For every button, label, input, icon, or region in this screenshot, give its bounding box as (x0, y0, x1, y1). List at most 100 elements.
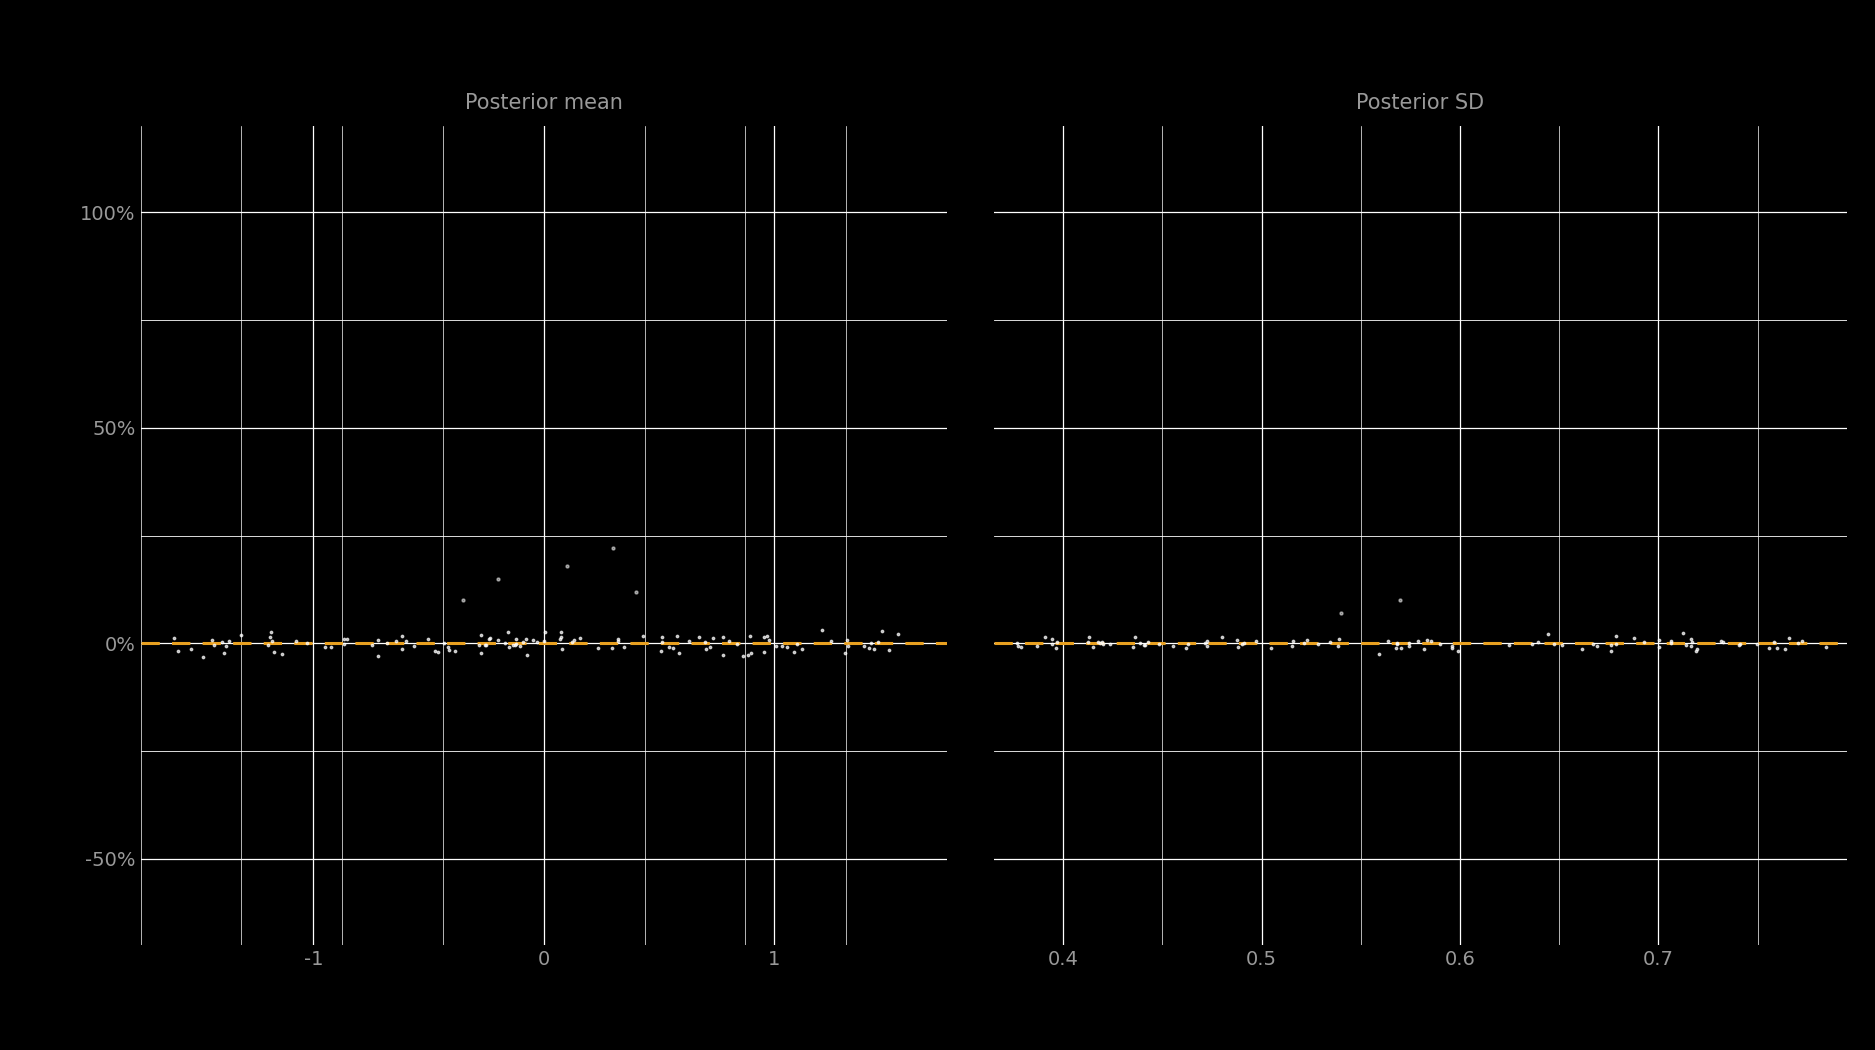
Point (1256, 639, 1286, 656)
Point (292, 635, 322, 652)
Point (832, 632, 862, 649)
Point (214, 632, 244, 649)
Point (1324, 637, 1354, 654)
Point (412, 631, 442, 648)
Point (1365, 646, 1395, 663)
Point (1669, 625, 1699, 642)
Point (1208, 629, 1238, 646)
Point (788, 640, 818, 657)
Point (609, 638, 639, 655)
Point (1228, 635, 1258, 652)
Point (1078, 638, 1108, 655)
Point (546, 630, 576, 647)
Point (197, 632, 227, 649)
Point (1547, 637, 1577, 654)
Point (255, 629, 285, 646)
Point (551, 558, 581, 574)
Point (748, 629, 778, 646)
Point (645, 643, 675, 659)
Point (371, 634, 401, 651)
Point (1596, 636, 1626, 653)
Point (1708, 634, 1738, 651)
Point (1372, 633, 1402, 650)
Point (435, 642, 465, 658)
Point (1811, 639, 1841, 656)
Point (362, 632, 392, 649)
Point (1119, 629, 1149, 646)
Point (1774, 629, 1804, 646)
Point (257, 632, 287, 649)
Point (1395, 637, 1425, 654)
Point (1759, 633, 1789, 650)
Point (1596, 643, 1626, 659)
Point (604, 633, 634, 650)
Point (1277, 632, 1307, 649)
Point (328, 631, 358, 648)
Point (690, 634, 720, 651)
Point (1326, 605, 1356, 622)
Point (1222, 638, 1252, 655)
Point (1084, 634, 1114, 651)
Point (433, 638, 463, 655)
Point (1534, 626, 1564, 643)
Point (1494, 637, 1524, 654)
Point (1003, 637, 1033, 654)
Point (772, 638, 802, 655)
Point (1172, 639, 1202, 656)
Point (604, 631, 634, 648)
Point (518, 631, 547, 648)
Point (429, 634, 459, 651)
Point (767, 637, 797, 654)
Point (1125, 634, 1155, 651)
Point (188, 648, 218, 665)
Point (780, 644, 810, 660)
Point (1787, 632, 1817, 649)
Point (874, 642, 904, 658)
Point (309, 638, 339, 655)
Point (1132, 633, 1162, 650)
Point (1742, 635, 1772, 652)
Point (504, 637, 534, 654)
Point (761, 637, 791, 654)
Point (1222, 632, 1252, 649)
Point (692, 640, 722, 657)
Point (1380, 640, 1410, 657)
Point (559, 632, 589, 649)
Point (1192, 637, 1222, 654)
Point (709, 629, 739, 646)
Point (493, 624, 523, 640)
Point (253, 636, 283, 653)
Point (1682, 640, 1712, 657)
Point (356, 636, 386, 653)
Point (1770, 640, 1800, 657)
Point (1303, 635, 1333, 652)
Point (1438, 639, 1468, 656)
Point (1174, 635, 1204, 652)
Point (883, 626, 913, 643)
Point (499, 636, 529, 653)
Point (1568, 640, 1598, 657)
Point (1601, 635, 1631, 652)
Point (227, 627, 257, 644)
Point (737, 645, 767, 662)
Point (1582, 638, 1612, 655)
Point (1410, 640, 1440, 657)
Point (1762, 639, 1792, 656)
Point (1393, 635, 1423, 652)
Point (471, 636, 501, 653)
Point (1678, 634, 1708, 651)
Point (1656, 634, 1686, 651)
Point (752, 628, 782, 645)
Point (1644, 638, 1674, 655)
Point (1755, 640, 1785, 657)
Point (512, 647, 542, 664)
Point (210, 645, 240, 662)
Point (1288, 635, 1318, 652)
Point (390, 632, 420, 649)
Point (1022, 637, 1052, 654)
Point (1041, 634, 1071, 651)
Point (1001, 635, 1031, 652)
Point (386, 640, 416, 657)
Point (1144, 635, 1174, 652)
Point (465, 636, 495, 653)
